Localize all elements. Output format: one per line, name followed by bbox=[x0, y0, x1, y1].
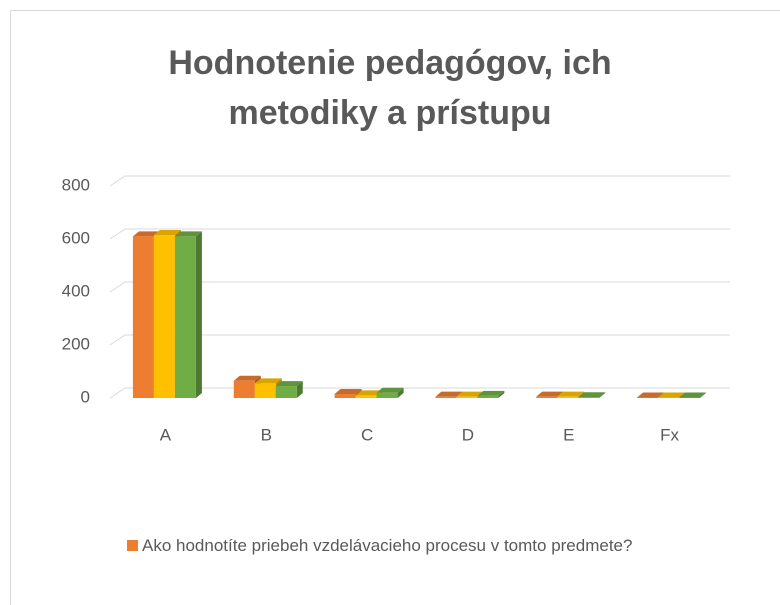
bar-side bbox=[498, 390, 505, 398]
bar bbox=[376, 392, 398, 398]
bar bbox=[153, 235, 175, 398]
x-tick-label: B bbox=[261, 425, 272, 444]
bar bbox=[132, 236, 154, 398]
bar bbox=[334, 394, 356, 398]
y-tick-label: 800 bbox=[62, 175, 90, 194]
x-tick-label: Fx bbox=[660, 425, 679, 444]
bar bbox=[233, 380, 255, 398]
bar bbox=[536, 396, 558, 398]
bar-top bbox=[254, 378, 282, 384]
bar bbox=[578, 397, 600, 398]
grid-line bbox=[109, 175, 730, 187]
grid-line bbox=[109, 387, 730, 399]
x-tick-label: E bbox=[563, 425, 574, 444]
grid-line bbox=[109, 281, 730, 293]
bar-side bbox=[599, 392, 606, 398]
bar bbox=[355, 395, 377, 398]
bar-top bbox=[376, 387, 404, 393]
bar bbox=[557, 396, 579, 398]
legend-label: Ako hodnotíte priebeh vzdelávacieho proc… bbox=[142, 536, 633, 555]
y-tick-label: 0 bbox=[81, 387, 90, 406]
bar-top bbox=[334, 389, 362, 395]
bar-top bbox=[435, 391, 463, 397]
bar-top bbox=[536, 391, 564, 397]
bar bbox=[275, 386, 297, 398]
bar-top bbox=[658, 392, 686, 398]
bar-top bbox=[153, 230, 181, 236]
bar-top bbox=[477, 390, 505, 396]
bar bbox=[679, 397, 701, 398]
bar bbox=[254, 383, 276, 398]
bar-side bbox=[296, 381, 303, 398]
bar-side bbox=[700, 392, 707, 398]
chart-border bbox=[10, 10, 780, 605]
grid-line bbox=[109, 334, 730, 346]
bar bbox=[658, 397, 680, 398]
legend-swatch bbox=[127, 540, 138, 551]
y-tick-label: 600 bbox=[62, 228, 90, 247]
bar bbox=[637, 397, 659, 398]
x-tick-label: A bbox=[160, 425, 172, 444]
y-tick-label: 200 bbox=[62, 334, 90, 353]
bar-top bbox=[456, 391, 484, 397]
bar-top bbox=[132, 231, 160, 237]
bar bbox=[477, 395, 499, 398]
bar-top bbox=[557, 391, 585, 397]
grid-line bbox=[109, 228, 730, 240]
y-tick-label: 400 bbox=[62, 281, 90, 300]
bar-top bbox=[275, 381, 303, 387]
legend: Ako hodnotíte priebeh vzdelávacieho proc… bbox=[127, 533, 707, 559]
bar-top bbox=[233, 375, 261, 381]
bar-top bbox=[637, 392, 665, 398]
bar-top bbox=[679, 392, 707, 398]
bar-top bbox=[355, 390, 383, 396]
bar-side bbox=[397, 387, 404, 398]
x-tick-label: D bbox=[462, 425, 474, 444]
bar bbox=[456, 396, 478, 398]
bar-top bbox=[578, 392, 606, 398]
bar bbox=[174, 236, 196, 398]
x-tick-label: C bbox=[361, 425, 373, 444]
chart-title: Hodnotenie pedagógov, ich metodiky a prí… bbox=[168, 44, 612, 132]
bar bbox=[435, 396, 457, 398]
bar-side bbox=[195, 231, 202, 398]
bar-top bbox=[174, 231, 202, 237]
